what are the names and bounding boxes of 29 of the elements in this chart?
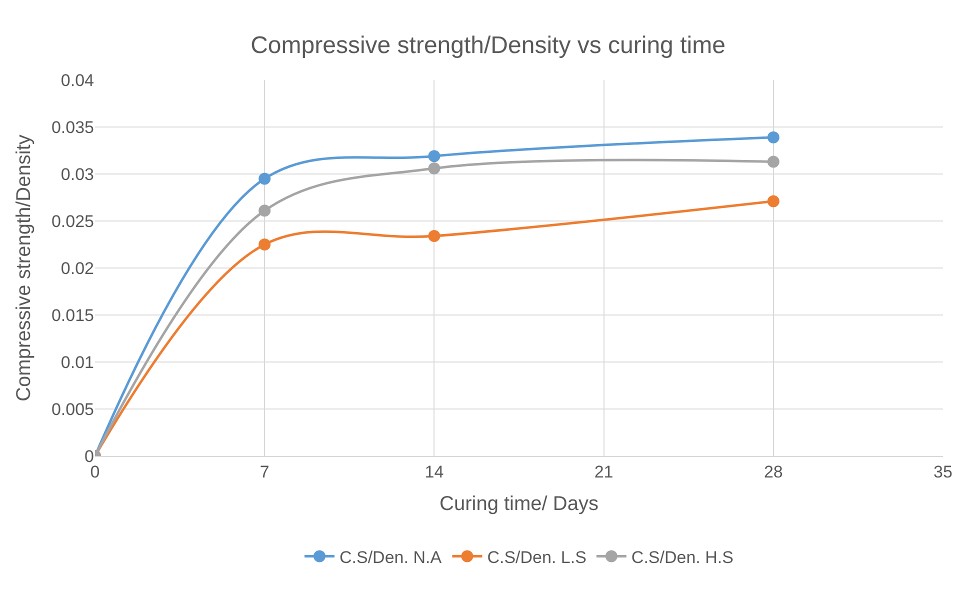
x-tick-label: 35 [934, 462, 952, 482]
legend-label: C.S/Den. N.A [340, 548, 442, 567]
y-tick-label: 0 [84, 446, 94, 466]
legend-label: C.S/Den. L.S [487, 548, 586, 567]
point [428, 162, 440, 174]
point [258, 238, 271, 250]
point [767, 156, 780, 168]
chart-title: Compressive strength/Density vs curing time [250, 32, 726, 60]
y-tick-label: 0.01 [60, 352, 94, 372]
y-tick-label: 0.02 [60, 258, 94, 278]
y-axis-title: Compressive strength/Density [12, 134, 35, 402]
x-tick-label: 7 [260, 462, 270, 482]
x-tick-label: 21 [594, 462, 614, 482]
point [258, 172, 271, 185]
point [428, 150, 440, 162]
y-tick-label: 0.005 [51, 400, 94, 419]
point [767, 195, 780, 208]
y-tick-label: 0.025 [51, 212, 94, 231]
y-tick-label: 0.03 [60, 164, 94, 184]
x-tick-label: 14 [424, 462, 444, 482]
point [767, 131, 780, 144]
point [428, 230, 440, 242]
y-tick-label: 0.015 [51, 306, 94, 325]
x-axis-title: Curing time/ Days [440, 492, 598, 515]
y-tick-label: 0.035 [51, 118, 94, 137]
point [258, 204, 271, 217]
x-tick-label: 28 [764, 462, 783, 482]
y-tick-label: 0.04 [60, 70, 94, 90]
legend-label: C.S/Den. H.S [631, 548, 734, 567]
